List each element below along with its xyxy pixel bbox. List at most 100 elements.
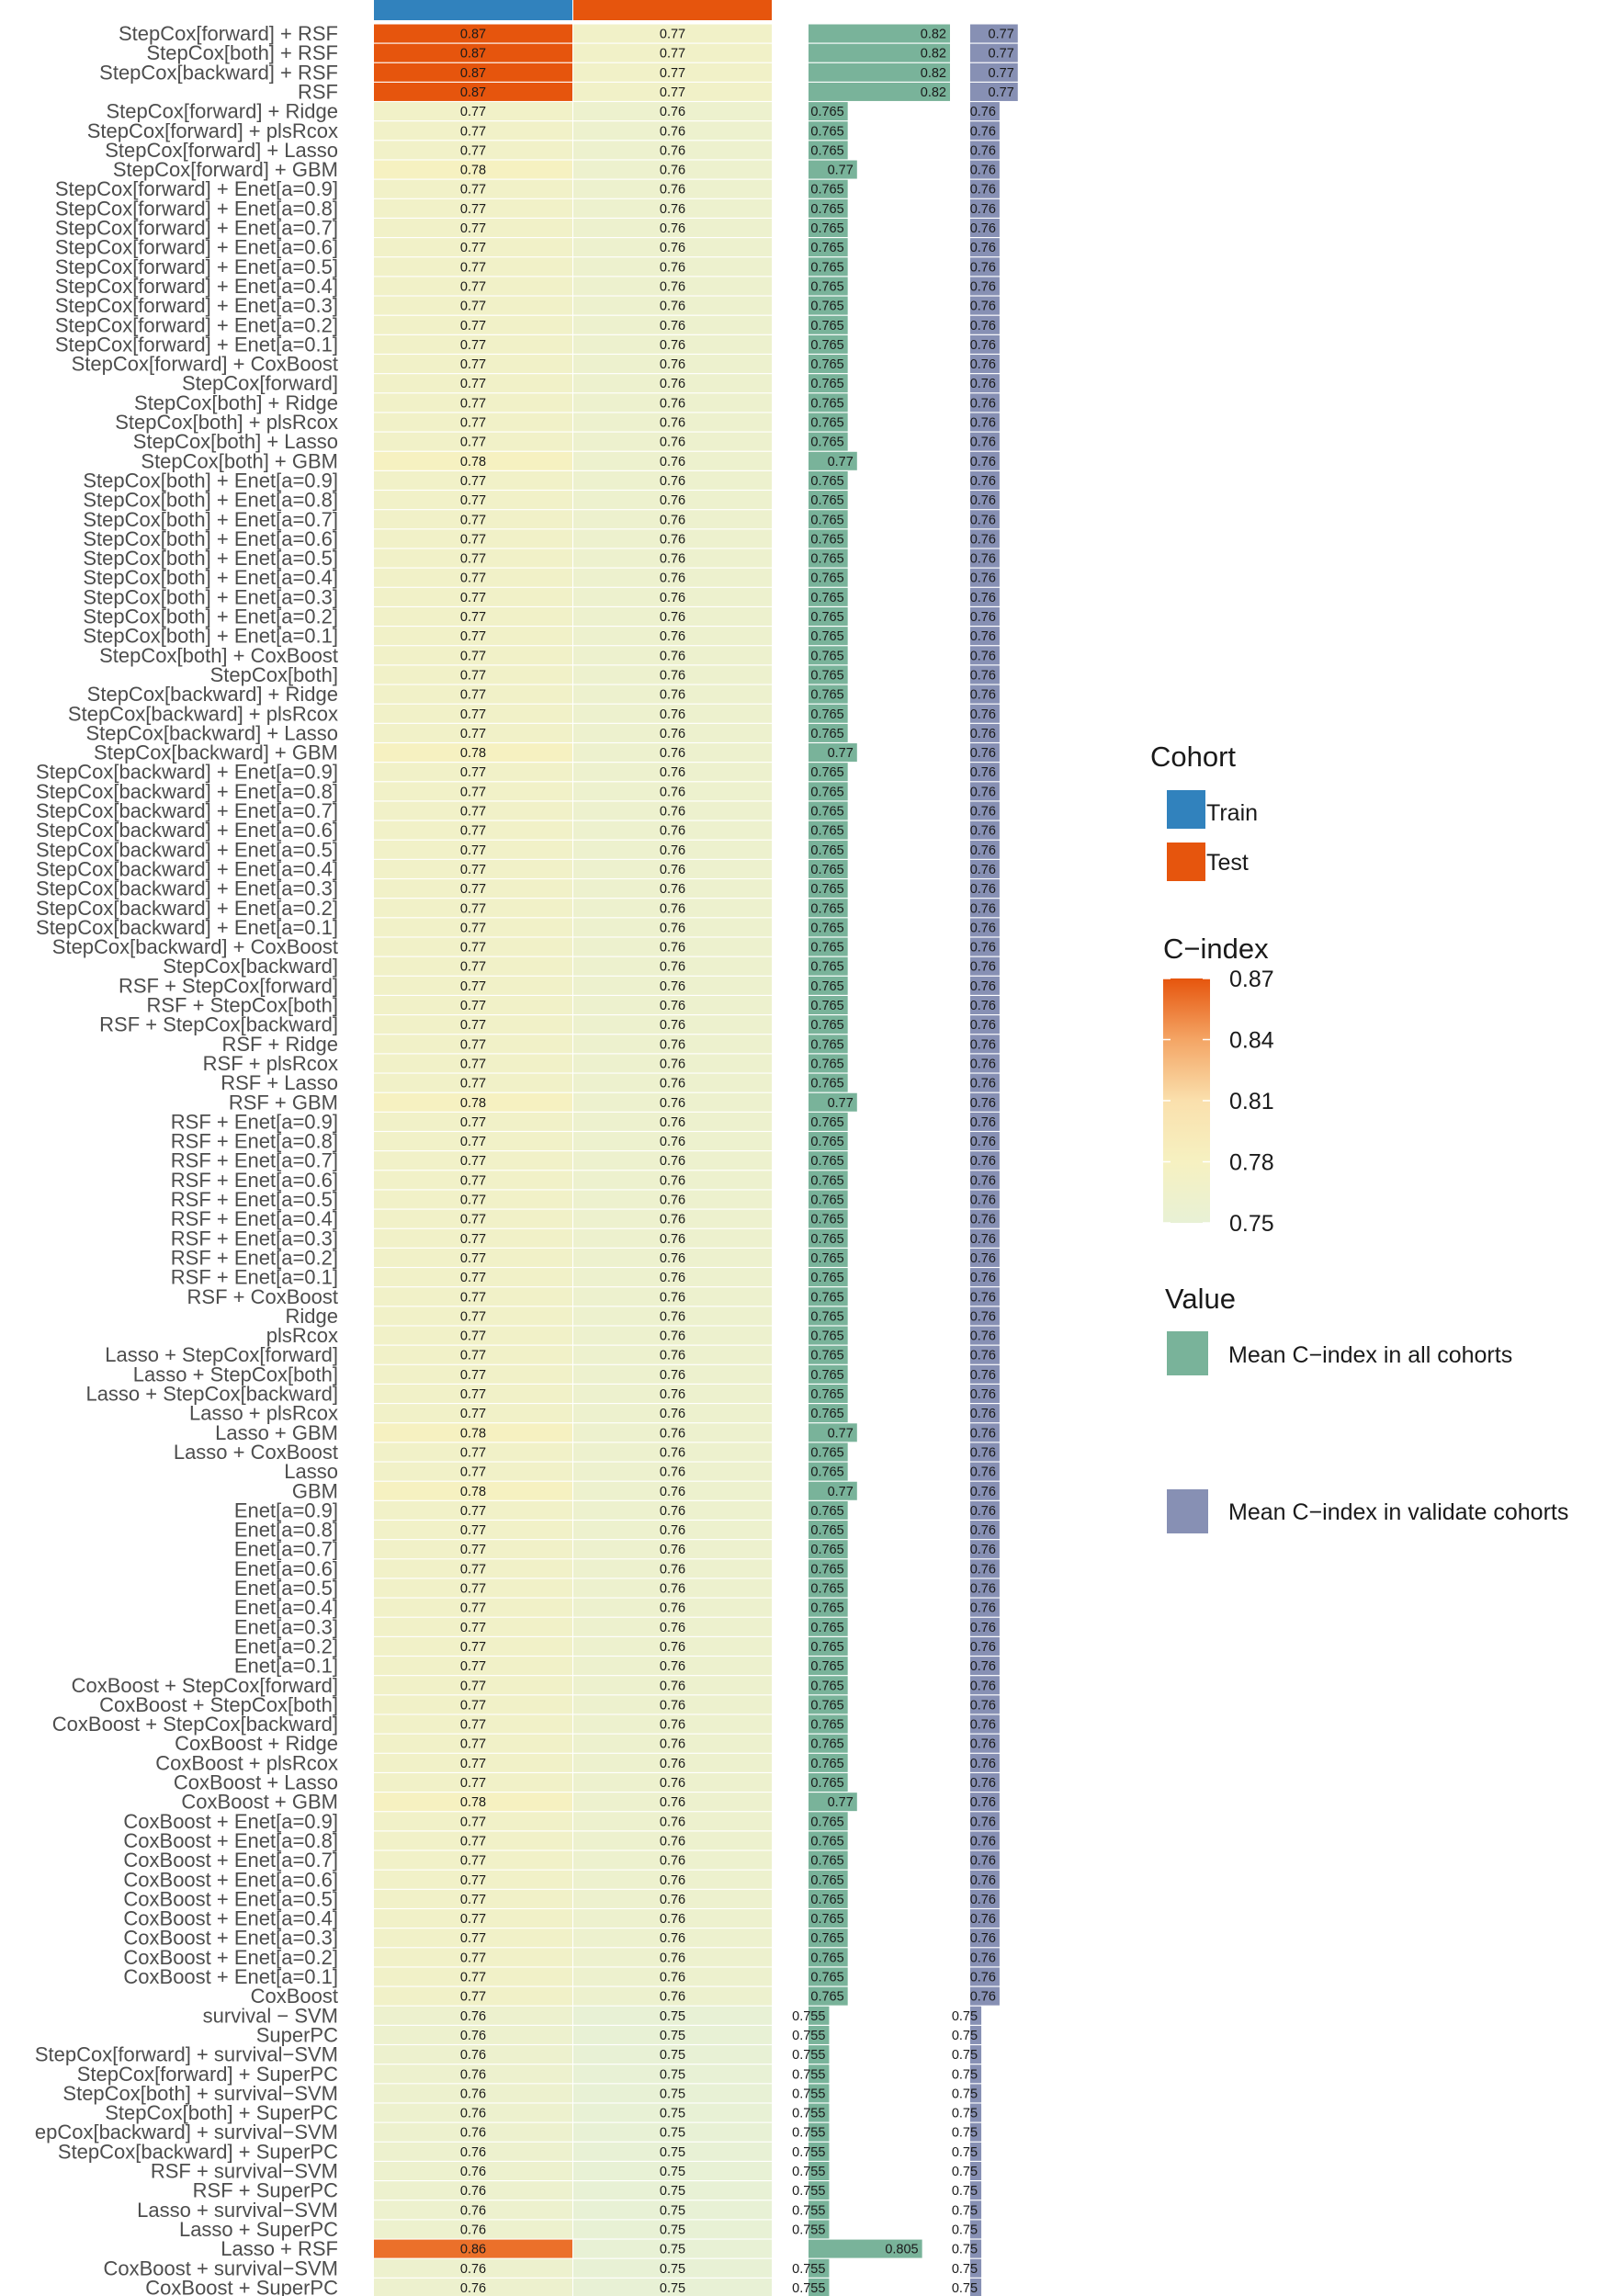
- heat-cell-test: [573, 62, 772, 82]
- legend-label-mean-all: Mean C−index in all cohorts: [1228, 1342, 1512, 1368]
- heat-value-train: 0.78: [460, 164, 486, 178]
- heat-value-train: 0.77: [460, 1854, 486, 1869]
- bar-label-mean-all: 0.765: [810, 863, 843, 877]
- row-label: Enet[a=0.9]: [234, 1499, 338, 1521]
- bar-label-mean-validate: 0.76: [970, 1834, 996, 1849]
- bar-label-mean-all: 0.82: [921, 66, 946, 81]
- bar-mean-validate: [970, 102, 1000, 121]
- heat-value-test: 0.76: [660, 1795, 685, 1810]
- heat-value-test: 0.75: [660, 2107, 685, 2121]
- bar-label-mean-validate: 0.76: [970, 785, 996, 799]
- row-label: CoxBoost + survival−SVM: [103, 2256, 338, 2279]
- bar-label-mean-validate: 0.76: [970, 1329, 996, 1344]
- bar-mean-validate: [970, 1521, 1000, 1540]
- heat-value-train: 0.77: [460, 785, 486, 799]
- mean-validate-bars: 0.77 0.77 0.77 0.77 0.76 0.76 0.76 0.76 0.76 0.76…: [952, 24, 1018, 2296]
- row-label: RSF + Enet[a=0.1]: [171, 1266, 338, 1289]
- row-label: StepCox[both] + Enet[a=0.2]: [83, 605, 338, 628]
- row-label: StepCox[forward] + Enet[a=0.2]: [55, 313, 338, 336]
- bar-mean-validate: [970, 1598, 1000, 1617]
- heat-cell-test: [573, 1015, 772, 1035]
- bar-mean-all: [809, 627, 848, 646]
- bar-label-mean-all: 0.765: [810, 1368, 843, 1383]
- bar-label-mean-validate: 0.76: [970, 727, 996, 741]
- bar-mean-validate: [970, 684, 1000, 704]
- bar-label-mean-validate: 0.76: [970, 1037, 996, 1052]
- bar-label-mean-validate: 0.76: [970, 1815, 996, 1829]
- heat-value-train: 0.77: [460, 241, 486, 255]
- heat-cell-test: [573, 1306, 772, 1326]
- heat-cell-train: [374, 1015, 572, 1035]
- heat-cell-test: [573, 684, 772, 704]
- header-bar-train: [374, 0, 572, 20]
- heat-value-test: 0.75: [660, 2184, 685, 2199]
- heat-value-train: 0.78: [460, 746, 486, 761]
- bar-label-mean-all: 0.765: [810, 279, 843, 294]
- heat-cell-train: [374, 1171, 572, 1190]
- heat-value-train: 0.87: [460, 66, 486, 81]
- heat-value-train: 0.77: [460, 824, 486, 839]
- bar-mean-all: [809, 470, 848, 490]
- bar-mean-validate: [970, 2200, 982, 2220]
- bar-label-mean-validate: 0.76: [970, 1290, 996, 1305]
- bar-label-mean-validate: 0.76: [970, 610, 996, 625]
- bar-mean-validate: [970, 24, 1018, 43]
- row-label: StepCox[both] + Enet[a=0.3]: [83, 585, 338, 608]
- bar-mean-validate: [970, 1967, 1000, 1986]
- bar-mean-all: [809, 1734, 848, 1753]
- bar-mean-validate: [970, 1909, 1000, 1928]
- bar-label-mean-validate: 0.75: [952, 2126, 978, 2141]
- bar-mean-validate: [970, 121, 1000, 141]
- bar-mean-validate: [970, 2025, 982, 2044]
- heat-value-train: 0.76: [460, 2067, 486, 2082]
- heat-value-test: 0.75: [660, 2243, 685, 2257]
- bar-mean-validate: [970, 1035, 1000, 1054]
- heat-cell-test: [573, 568, 772, 587]
- row-label: StepCox[both] + Enet[a=0.1]: [83, 625, 338, 648]
- heat-value-test: 0.76: [660, 785, 685, 799]
- bar-mean-all: [809, 491, 848, 510]
- heat-cell-test: [573, 1287, 772, 1306]
- heat-value-train: 0.78: [460, 1096, 486, 1111]
- heat-cell-test: [573, 1151, 772, 1171]
- row-label: Enet[a=0.8]: [234, 1519, 338, 1542]
- heat-cell-train: [374, 1967, 572, 1986]
- heat-cell-test: [573, 2162, 772, 2180]
- heat-value-train: 0.76: [460, 2107, 486, 2121]
- row-label: StepCox[backward] + Enet[a=0.8]: [36, 780, 338, 803]
- heat-value-test: 0.76: [660, 1485, 685, 1499]
- bar-mean-all: [809, 996, 848, 1014]
- row-label: StepCox[backward]: [163, 955, 338, 978]
- row-label: epCox[backward] + survival−SVM: [35, 2121, 338, 2143]
- heat-cell-train: [374, 198, 572, 218]
- bar-mean-validate: [970, 1268, 1000, 1287]
- heat-value-train: 0.77: [460, 688, 486, 703]
- bar-label-mean-validate: 0.76: [970, 474, 996, 489]
- bar-label-mean-validate: 0.76: [970, 1213, 996, 1227]
- heat-value-train: 0.76: [460, 2029, 486, 2043]
- heat-cell-test: [573, 1500, 772, 1520]
- heat-value-test: 0.77: [660, 66, 685, 81]
- bar-mean-validate: [970, 1404, 1000, 1423]
- heat-cell-train: [374, 43, 572, 62]
- bar-label-mean-validate: 0.76: [970, 164, 996, 178]
- heat-cell-test: [573, 355, 772, 374]
- bar-mean-all: [809, 1521, 848, 1540]
- heat-cell-train: [374, 2278, 572, 2296]
- bar-label-mean-validate: 0.76: [970, 765, 996, 780]
- row-label: StepCox[both]: [210, 663, 338, 686]
- heat-value-train: 0.77: [460, 1601, 486, 1616]
- heat-cell-test: [573, 1753, 772, 1772]
- heat-value-test: 0.76: [660, 688, 685, 703]
- row-label: CoxBoost + Enet[a=0.7]: [123, 1849, 338, 1872]
- legend-cohort: Cohort Train Test: [1150, 741, 1258, 881]
- heat-cell-train: [374, 2006, 572, 2025]
- bar-mean-validate: [970, 1831, 1000, 1850]
- row-label: StepCox[forward] + GBM: [113, 158, 338, 181]
- heat-cell-train: [374, 646, 572, 665]
- bar-mean-all: [809, 1831, 848, 1850]
- heat-value-train: 0.76: [460, 2222, 486, 2237]
- bar-label-mean-validate: 0.76: [970, 805, 996, 820]
- bar-mean-validate: [970, 413, 1000, 432]
- heat-value-train: 0.76: [460, 2262, 486, 2277]
